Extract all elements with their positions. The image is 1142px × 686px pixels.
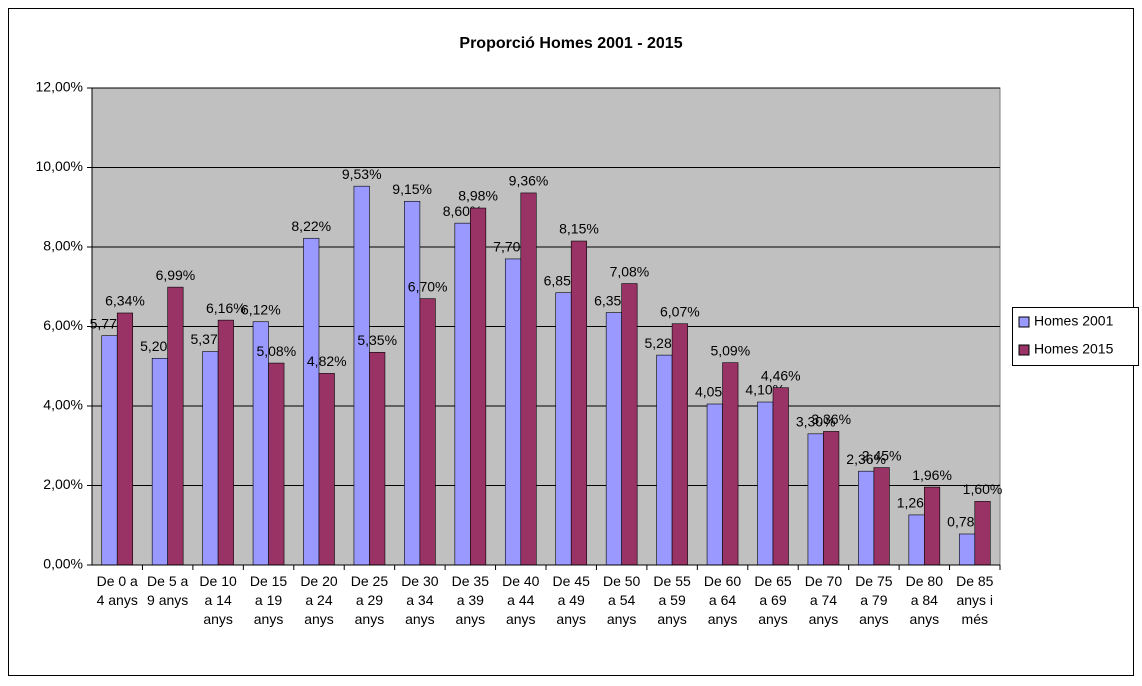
x-tick-label: De 20 a 24 anys [300,573,338,627]
x-tick-label: De 50 a 54 anys [602,573,641,627]
bar [268,362,285,566]
data-label: 2,45% [862,447,902,463]
y-tick-label: 4,00% [43,397,83,413]
bar [504,258,522,566]
x-tick-label: De 40 a 44 anys [502,573,540,627]
x-tick-label: De 80 a 84 anys [905,573,943,627]
y-tick-label: 2,00% [43,476,83,492]
bar [858,470,875,566]
bar [621,283,638,566]
data-label: 7,08% [610,263,650,279]
x-tick-label: De 10 a 14 anys [199,573,237,627]
bar [520,192,537,566]
bar [570,240,588,566]
data-label: 6,12% [241,301,281,317]
data-label: 9,15% [392,181,432,197]
data-label: 6,34% [105,293,145,309]
x-tick-label: De 35 a 39 anys [451,573,489,627]
bar [807,433,824,566]
bar [974,501,991,566]
bar [217,319,234,566]
bar [555,292,572,566]
data-label: 8,98% [458,188,498,204]
bar [671,323,688,566]
y-tick-label: 6,00% [43,317,83,333]
x-tick-label: De 0 a 4 anys [96,573,138,608]
legend-label: Homes 2015 [1034,341,1114,357]
data-label: 8,15% [559,221,599,237]
bar [101,335,118,566]
bar [722,362,739,566]
data-label: 9,36% [509,173,549,189]
x-tick-label: De 30 a 34 anys [401,573,439,627]
x-tick-label: De 85 anys i més [956,573,994,627]
data-label: 9,53% [342,166,382,182]
bar [353,185,370,566]
bar [167,286,184,566]
x-tick-label: De 65 a 69 anys [754,573,792,627]
data-label: 4,46% [761,367,801,383]
bar [369,352,386,566]
y-tick-label: 0,00% [43,556,83,572]
bar [454,222,471,566]
bar [318,373,335,566]
data-label: 2,36% [846,451,886,467]
legend-swatch [1018,316,1030,328]
bar [924,486,941,566]
data-label: 6,70% [408,278,448,294]
data-label: 3,36% [811,411,851,427]
x-tick-label: De 60 a 64 anys [703,573,742,627]
data-label: 5,35% [357,332,397,348]
data-label: 4,82% [307,353,347,369]
bar [151,357,168,566]
chart-title: Proporció Homes 2001 - 2015 [459,35,682,52]
y-tick-label: 10,00% [36,158,83,174]
x-tick-label: De 75 a 79 anys [855,573,893,627]
x-tick-label: De 55 a 59 anys [653,573,691,627]
x-tick-label: De 25 a 29 anys [350,573,389,627]
legend-swatch [1018,344,1030,356]
data-label: 6,07% [660,303,700,319]
x-tick-label: De 5 a 9 anys [147,573,189,608]
bar [823,431,840,566]
bar [202,351,219,566]
bar [908,514,925,566]
data-label: 5,09% [710,342,750,358]
bar [404,200,421,566]
bar [470,207,487,566]
data-label: 8,22% [291,218,331,234]
y-tick-label: 12,00% [36,79,83,95]
bar [772,387,789,566]
x-tick-label: De 70 a 74 anys [804,573,843,627]
bar [706,403,723,566]
data-label: 1,60% [963,481,1003,497]
data-label: 1,96% [912,467,952,483]
x-tick-label: De 45 a 49 anys [552,573,590,627]
data-label: 5,08% [256,343,296,359]
bar [116,312,134,566]
legend-label: Homes 2001 [1034,313,1114,329]
y-tick-label: 8,00% [43,238,83,254]
data-label: 3,30% [796,414,836,430]
bar [419,298,436,566]
bar [303,237,320,566]
bar [958,533,976,566]
x-tick-label: De 15 a 19 anys [249,573,288,627]
bar [757,401,774,566]
legend-box [1012,307,1139,366]
bar [605,312,622,566]
bar [873,467,890,566]
data-label: 6,99% [156,267,196,283]
bar [656,354,673,566]
data-label: 6,16% [206,300,246,316]
